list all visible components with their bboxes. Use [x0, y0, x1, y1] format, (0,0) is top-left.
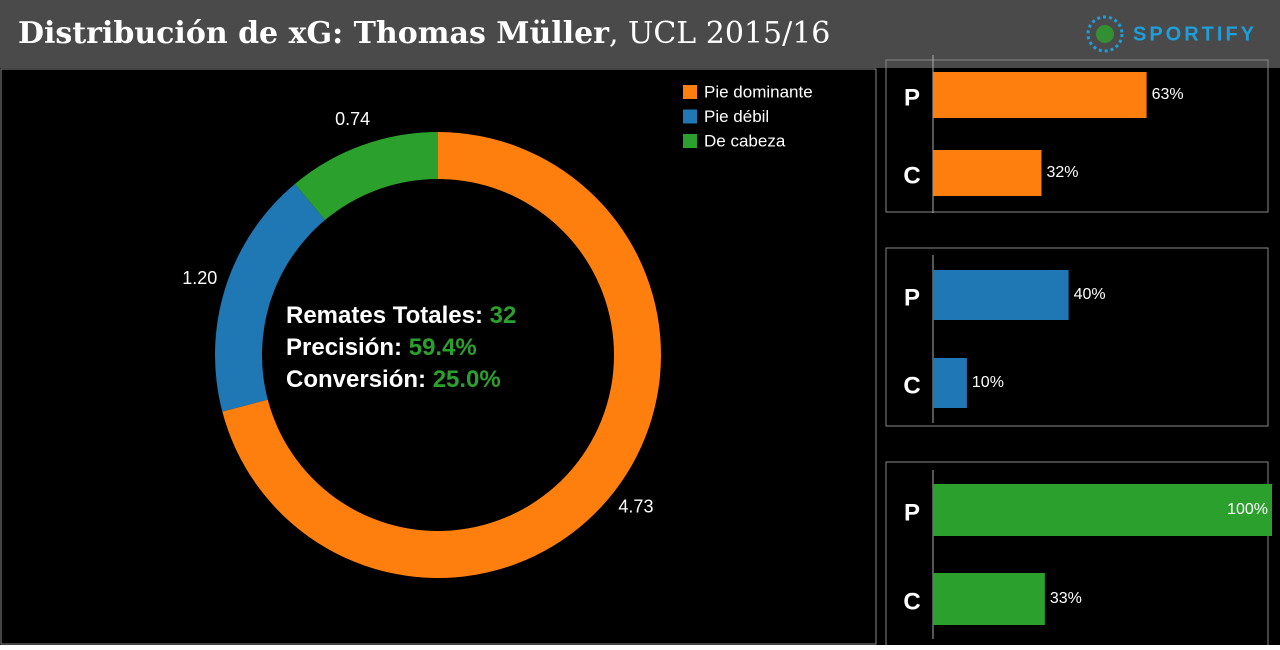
logo-icon-core	[1096, 25, 1114, 43]
legend-swatch	[683, 134, 697, 148]
category-label: C	[903, 588, 920, 615]
data-label: 4.73	[618, 496, 653, 516]
data-label: 33%	[1050, 590, 1082, 607]
subtitle: , UCL 2015/16	[609, 16, 830, 51]
data-label: 40%	[1074, 286, 1106, 303]
stat: Conversión: 25.0%	[286, 366, 501, 393]
stat-value: 59.4%	[409, 334, 477, 361]
legend-label: De cabeza	[704, 131, 786, 150]
donut-chart: 4.73 Pie dominante 1.20 Pie débil 0.74 De cab…	[182, 82, 813, 578]
bar	[933, 573, 1045, 625]
legend-label: Pie débil	[704, 107, 769, 126]
donut-segment	[294, 132, 438, 221]
bar	[933, 358, 967, 408]
donut-panel	[0, 68, 877, 645]
bar-panel	[885, 461, 1269, 650]
header-title: Distribución de xG: Thomas Müller, UCL 2…	[18, 16, 830, 51]
data-label: 0.74	[335, 109, 370, 129]
bar-panel	[885, 247, 1269, 427]
category-label: C	[903, 372, 920, 399]
title: Distribución de xG: Thomas Müller	[18, 16, 610, 51]
bar-charts: P 63% C 32% P 40% C 10% P 100% C 33%	[903, 55, 1272, 639]
stat: Remates Totales: 32	[286, 302, 516, 329]
bar	[933, 484, 1272, 536]
header-bar	[0, 0, 1280, 68]
legend-swatch	[683, 109, 697, 124]
bar	[933, 72, 1147, 118]
stat-label: Precisión:	[286, 334, 402, 361]
logo-icon	[1086, 15, 1124, 53]
stat-label: Remates Totales:	[286, 302, 483, 329]
data-label: 10%	[972, 374, 1004, 391]
legend-swatch	[683, 85, 697, 99]
data-label: 32%	[1046, 164, 1078, 181]
category-label: P	[904, 499, 920, 526]
logo: SPORTIFY	[1086, 15, 1257, 53]
donut-segment	[215, 184, 326, 412]
stat-label: Conversión:	[286, 366, 426, 393]
bar	[933, 150, 1042, 196]
logo-text: SPORTIFY	[1133, 23, 1257, 45]
category-label: C	[903, 162, 920, 189]
stat: Precisión: 59.4%	[286, 334, 477, 361]
stat-value: 25.0%	[433, 366, 501, 393]
data-label: 63%	[1152, 86, 1184, 103]
category-label: P	[904, 284, 920, 311]
legend-label: Pie dominante	[704, 82, 813, 101]
bar	[933, 270, 1069, 320]
stat-value: 32	[490, 302, 517, 329]
category-label: P	[904, 84, 920, 111]
data-label: 1.20	[182, 268, 217, 288]
bar-panel	[885, 59, 1269, 213]
data-label: 100%	[1227, 501, 1268, 518]
